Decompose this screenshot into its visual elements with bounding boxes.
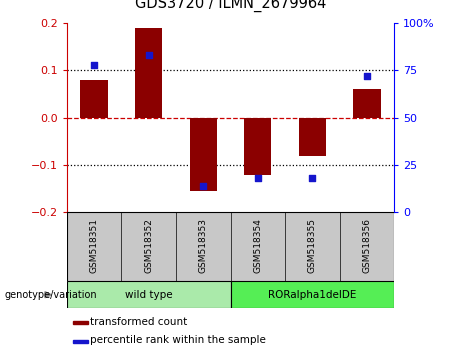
Bar xyxy=(230,281,394,308)
Text: transformed count: transformed count xyxy=(90,316,188,327)
Bar xyxy=(73,321,88,324)
Text: genotype/variation: genotype/variation xyxy=(5,290,97,300)
Bar xyxy=(299,118,326,155)
Bar xyxy=(353,89,380,118)
Point xyxy=(200,183,207,189)
Point xyxy=(90,62,98,68)
Point xyxy=(145,52,152,58)
Text: wild type: wild type xyxy=(125,290,172,300)
Text: RORalpha1delDE: RORalpha1delDE xyxy=(268,290,356,300)
Text: GSM518351: GSM518351 xyxy=(89,218,99,273)
Text: percentile rank within the sample: percentile rank within the sample xyxy=(90,335,266,345)
Bar xyxy=(244,118,272,175)
Text: GSM518355: GSM518355 xyxy=(308,218,317,273)
Point xyxy=(254,176,261,181)
Text: GSM518353: GSM518353 xyxy=(199,218,208,273)
Bar xyxy=(67,281,230,308)
Text: GSM518354: GSM518354 xyxy=(253,218,262,273)
Bar xyxy=(189,118,217,191)
Bar xyxy=(73,340,88,343)
Text: GSM518352: GSM518352 xyxy=(144,218,153,273)
Point xyxy=(308,176,316,181)
Point xyxy=(363,73,371,79)
Text: GSM518356: GSM518356 xyxy=(362,218,372,273)
Text: GDS3720 / ILMN_2679964: GDS3720 / ILMN_2679964 xyxy=(135,0,326,12)
Bar xyxy=(81,80,108,118)
Bar xyxy=(135,28,162,118)
